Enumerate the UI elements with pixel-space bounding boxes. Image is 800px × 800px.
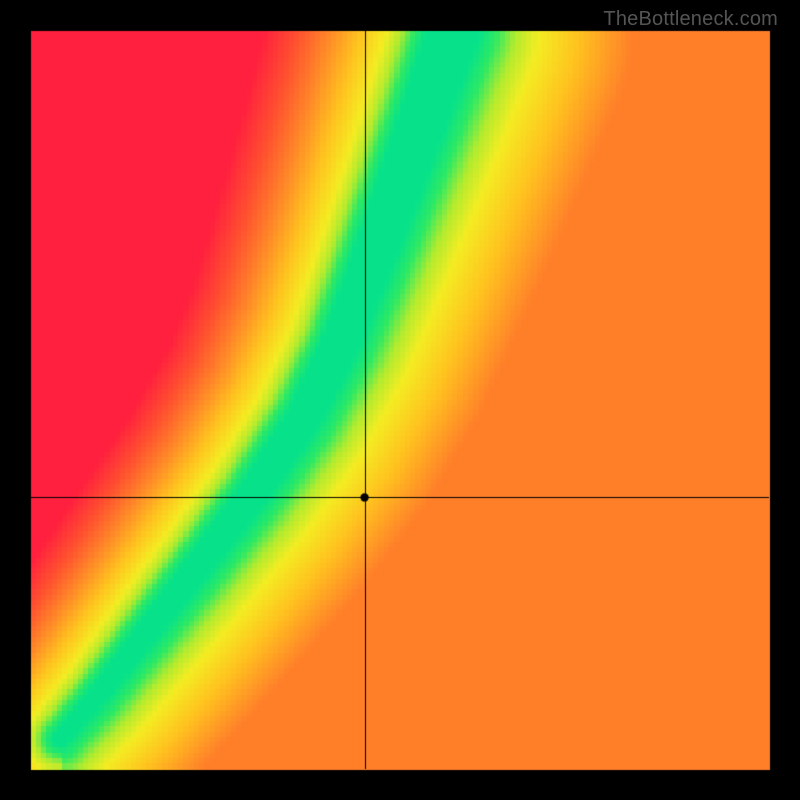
watermark-text: TheBottleneck.com (603, 8, 778, 31)
bottleneck-heatmap-canvas (0, 0, 800, 800)
chart-container: TheBottleneck.com (0, 0, 800, 800)
